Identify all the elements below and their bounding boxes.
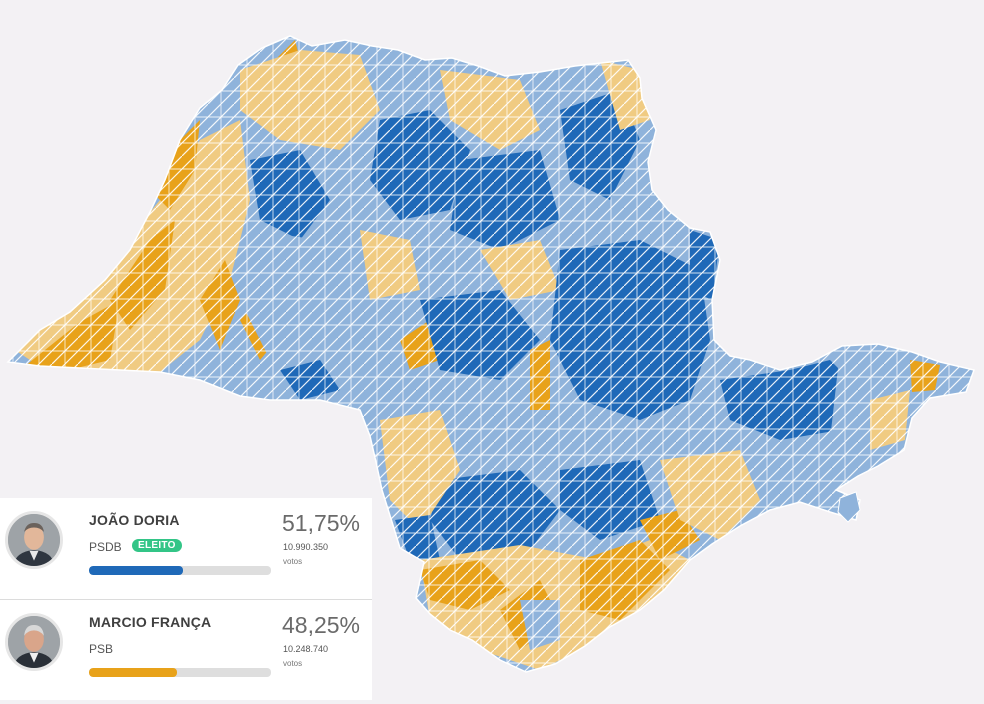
vote-count-label: votos <box>283 557 303 566</box>
vote-share-bar-fill <box>89 668 177 677</box>
candidate-name: JOÃO DORIA <box>89 512 180 528</box>
candidate-name: MARCIO FRANÇA <box>89 614 212 630</box>
vote-count: 10.990.350 <box>283 542 329 552</box>
candidate-party: PSB <box>89 642 114 656</box>
avatar-franca <box>5 613 63 671</box>
results-panel: JOÃO DORIA PSDB ELEITO 51,75% 10.990.350… <box>0 498 372 700</box>
vote-count: 10.248.740 <box>283 644 329 654</box>
vote-share-bar <box>89 566 271 575</box>
avatar-doria <box>5 511 63 569</box>
vote-share-bar-fill <box>89 566 184 575</box>
candidate-row-doria[interactable]: JOÃO DORIA PSDB ELEITO 51,75% 10.990.350… <box>0 498 372 599</box>
candidate-party: PSDB <box>89 540 122 554</box>
vote-count-label: votos <box>283 659 303 668</box>
candidate-row-franca[interactable]: MARCIO FRANÇA PSB 48,25% 10.248.740 voto… <box>0 599 372 700</box>
vote-percent: 48,25% <box>282 612 361 638</box>
vote-percent: 51,75% <box>282 510 361 536</box>
ilhabela-island <box>837 491 861 523</box>
vote-share-bar <box>89 668 271 677</box>
elected-badge: ELEITO <box>132 539 182 552</box>
